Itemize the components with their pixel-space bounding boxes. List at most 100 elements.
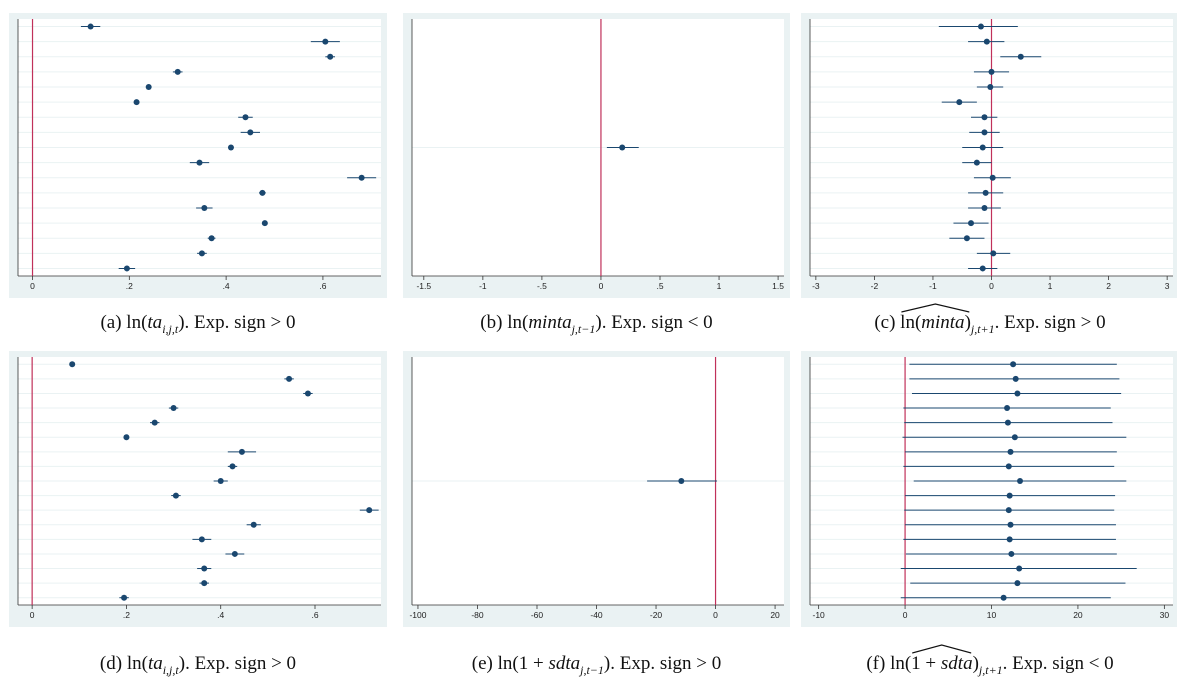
caption-b-var: minta [528, 312, 572, 333]
chart-d-tick-label: .4 [217, 610, 224, 620]
caption-d-fn: ln( [126, 653, 148, 674]
chart-f-tick-label: 20 [1073, 610, 1083, 620]
chart-d-tick-label: .6 [311, 610, 318, 620]
chart-d-point [304, 390, 311, 397]
chart-d-point [201, 565, 208, 572]
chart-a-tick-label: .4 [223, 281, 230, 291]
chart-c-point [987, 84, 994, 91]
caption-a-fn: ln( [126, 312, 148, 333]
chart-d-point [123, 434, 130, 441]
chart-c-point [989, 174, 996, 181]
chart-e-tick-label: 20 [770, 610, 780, 620]
chart-f-point [1000, 594, 1007, 601]
caption-a-var: ta [147, 312, 163, 333]
chart-d-point [238, 448, 245, 455]
caption-f-fn: ln( [890, 653, 912, 674]
chart-b-tick-label: .5 [656, 281, 663, 291]
caption-a: (a) ln(tai,j,t). Exp. sign > 0 [9, 312, 387, 337]
caption-c-sub: j,t+1 [970, 321, 995, 336]
chart-a-point [196, 159, 203, 166]
caption-f-hat-group: 1 + sdta [911, 644, 973, 675]
caption-e-close: ) [603, 653, 611, 674]
chart-f-point [1004, 419, 1011, 426]
caption-c-letter: (c) [874, 312, 896, 333]
chart-f-point [1010, 361, 1017, 368]
chart-e-svg: -100 -80 -60 -40 -20 0 20 [403, 351, 790, 627]
caption-e-sub: j,t−1 [580, 662, 604, 677]
chart-a-point [174, 68, 181, 75]
chart-f-point [1004, 405, 1011, 412]
chart-d-point [151, 419, 158, 426]
caption-b-sub: j,t−1 [571, 321, 596, 336]
chart-f-point [1005, 507, 1012, 514]
caption-c-fn: ln( [900, 312, 922, 333]
caption-d: (d) ln(tai,j,t). Exp. sign > 0 [9, 653, 387, 678]
caption-b-letter: (b) [480, 312, 503, 333]
chart-d-tick-label: .2 [123, 610, 130, 620]
chart-d-svg: 0 .2 .4 .6 [9, 351, 387, 627]
caption-d-letter: (d) [99, 653, 123, 674]
chart-a-point [133, 99, 140, 106]
chart-c-point [990, 250, 997, 257]
chart-f-point [1012, 375, 1019, 382]
chart-a-point [198, 250, 205, 257]
chart-a-point [123, 265, 130, 272]
chart-b-svg: -1.5 -1 -.5 0 .5 1 1.5 [403, 13, 790, 298]
chart-d-point [366, 507, 373, 514]
chart-f-point [1016, 565, 1023, 572]
caption-e: (e) ln(1 + sdtaj,t−1). Exp. sign > 0 [403, 653, 790, 678]
chart-a-point [242, 114, 249, 121]
chart-c-point [968, 220, 975, 227]
chart-e-tick-label: -80 [471, 610, 484, 620]
chart-c-point [963, 235, 970, 242]
chart-c-tick-label: -2 [871, 281, 879, 291]
chart-d-point [250, 521, 257, 528]
chart-d-point [217, 478, 224, 484]
chart-panel-f: -10 0 10 20 30 [801, 351, 1177, 627]
caption-d-var: ta [147, 653, 163, 674]
chart-a-tick-label: .6 [319, 281, 326, 291]
caption-d-tail: . Exp. sign > 0 [185, 653, 297, 674]
caption-b-close: ) [595, 312, 602, 333]
chart-c-point [977, 23, 984, 30]
chart-f-point [1008, 550, 1015, 557]
chart-e-tick-label: -60 [531, 610, 544, 620]
chart-panel-b: -1.5 -1 -.5 0 .5 1 1.5 [403, 13, 790, 298]
chart-c-point [981, 114, 988, 121]
chart-c-point [981, 129, 988, 136]
chart-c-tick-label: 2 [1106, 281, 1111, 291]
chart-d-point [170, 405, 177, 412]
chart-a-point [201, 204, 208, 211]
chart-f-point [1014, 580, 1021, 587]
chart-a-point [247, 129, 254, 136]
chart-e-point [678, 478, 685, 484]
caption-b-fn: ln( [507, 312, 529, 333]
chart-e-tick-label: -20 [650, 610, 663, 620]
chart-c-tick-label: -1 [929, 281, 937, 291]
chart-d-point [121, 594, 128, 601]
chart-d-point [172, 492, 179, 499]
chart-panel-e: -100 -80 -60 -40 -20 0 20 [403, 351, 790, 627]
caption-c-hat-icon [901, 303, 970, 313]
caption-a-letter: (a) [100, 312, 122, 333]
chart-c-tick-label: 0 [989, 281, 994, 291]
chart-f-svg: -10 0 10 20 30 [801, 351, 1177, 627]
chart-b-tick-label: 1 [717, 281, 722, 291]
chart-f-point [1017, 478, 1024, 484]
chart-c-tick-label: 1 [1048, 281, 1053, 291]
chart-f-tick-label: 30 [1160, 610, 1170, 620]
chart-panel-a: 0 .2 .4 .6 [9, 13, 387, 298]
chart-a-point [145, 84, 152, 91]
caption-b: (b) ln(mintaj,t−1). Exp. sign < 0 [403, 312, 790, 337]
caption-c-var: minta [921, 312, 965, 333]
chart-panel-c: -3 -2 -1 0 1 2 3 [801, 13, 1177, 298]
chart-a-point [259, 189, 266, 196]
caption-d-close: ) [178, 653, 186, 674]
caption-e-letter: (e) [471, 653, 493, 674]
chart-f-tick-label: 10 [987, 610, 997, 620]
chart-f-tick-label: 0 [903, 610, 908, 620]
chart-c-point [1017, 53, 1024, 60]
chart-panel-d: 0 .2 .4 .6 [9, 351, 387, 627]
caption-c-close: ) [964, 312, 971, 333]
chart-b-tick-label: 0 [599, 281, 604, 291]
